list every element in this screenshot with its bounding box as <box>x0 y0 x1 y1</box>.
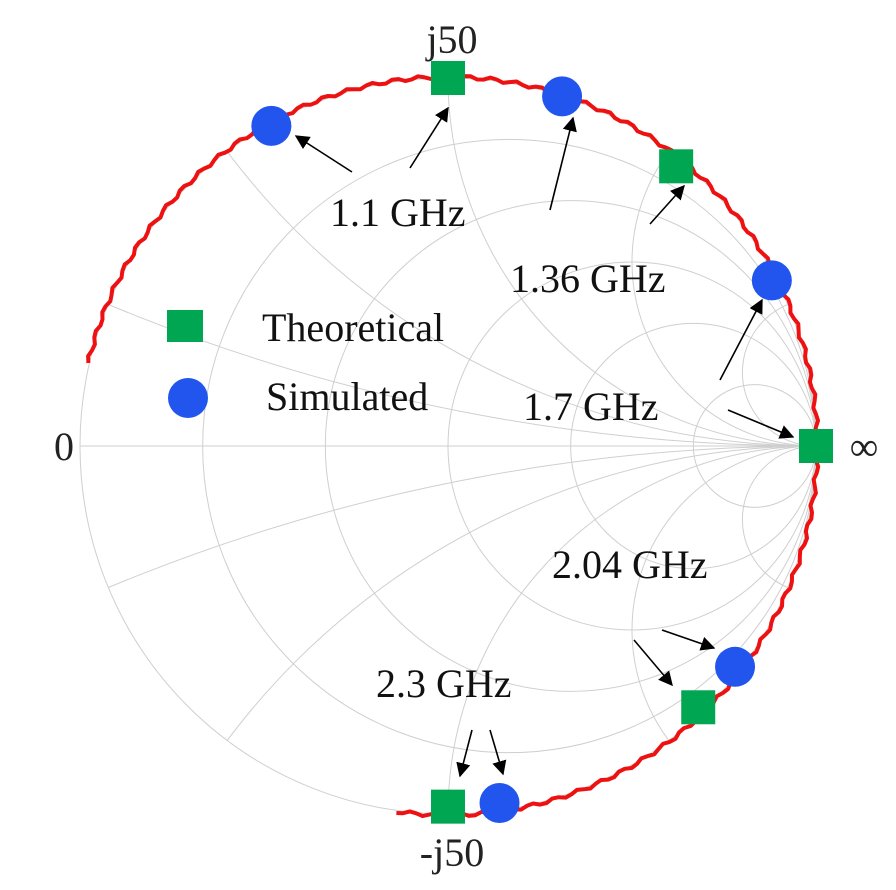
simulated-point-4 <box>715 646 756 687</box>
legend-simulated-label: Simulated <box>266 374 428 419</box>
grid-reactance-circle <box>741 445 816 594</box>
annotation-arrow-1 <box>294 135 353 173</box>
grid-reactance-circle <box>741 298 816 447</box>
annotation-arrow-4 <box>649 184 685 225</box>
simulated-point-1 <box>251 105 292 146</box>
theoretical-point-5 <box>431 789 465 824</box>
grid-reactance-circle <box>631 78 816 447</box>
theoretical-point-1 <box>431 61 465 95</box>
annotation-arrow-8 <box>633 639 673 687</box>
annotation-arrow-10 <box>489 729 507 776</box>
theoretical-point-3 <box>799 429 833 463</box>
data-markers <box>251 61 833 824</box>
label-top-j50: j50 <box>424 17 477 62</box>
annotation-arrow-6 <box>727 409 795 439</box>
simulated-point-3 <box>751 260 792 301</box>
annotation-arrow-5 <box>719 298 763 381</box>
annotation-arrow-9 <box>456 729 473 778</box>
legend-theoretical-label: Theoretical <box>262 305 444 350</box>
label-bottom-j50: -j50 <box>420 830 484 875</box>
grid-resistance-circle <box>202 138 816 754</box>
annotation-arrow-7 <box>661 629 716 651</box>
annotation-arrow-3 <box>549 116 577 211</box>
impedance-trace <box>86 73 821 819</box>
grid-reactance-circle <box>447 445 816 814</box>
grid-reactance-circle <box>80 78 816 447</box>
label-zero: 0 <box>54 424 74 469</box>
simulated-point-2 <box>542 76 583 117</box>
label-infinity: ∞ <box>850 424 879 469</box>
annotation-1-7ghz: 1.7 GHz <box>523 384 659 429</box>
legend-simulated-marker <box>168 378 208 418</box>
legend: Theoretical Simulated <box>167 305 444 419</box>
simulated-point-5 <box>479 782 520 823</box>
annotation-2-04ghz: 2.04 GHz <box>552 542 708 587</box>
legend-theoretical-marker <box>167 310 203 342</box>
annotation-2-3ghz: 2.3 GHz <box>376 661 512 706</box>
grid-resistance-circle <box>692 384 816 508</box>
annotation-1-1ghz: 1.1 GHz <box>330 190 466 235</box>
annotation-arrows <box>294 106 795 778</box>
theoretical-point-2 <box>659 149 694 184</box>
theoretical-point-4 <box>681 690 716 725</box>
annotation-arrow-2 <box>409 106 449 169</box>
grid-reactance-circle <box>631 445 816 814</box>
annotation-1-36ghz: 1.36 GHz <box>510 256 666 301</box>
grid-resistance-circle <box>324 200 816 692</box>
